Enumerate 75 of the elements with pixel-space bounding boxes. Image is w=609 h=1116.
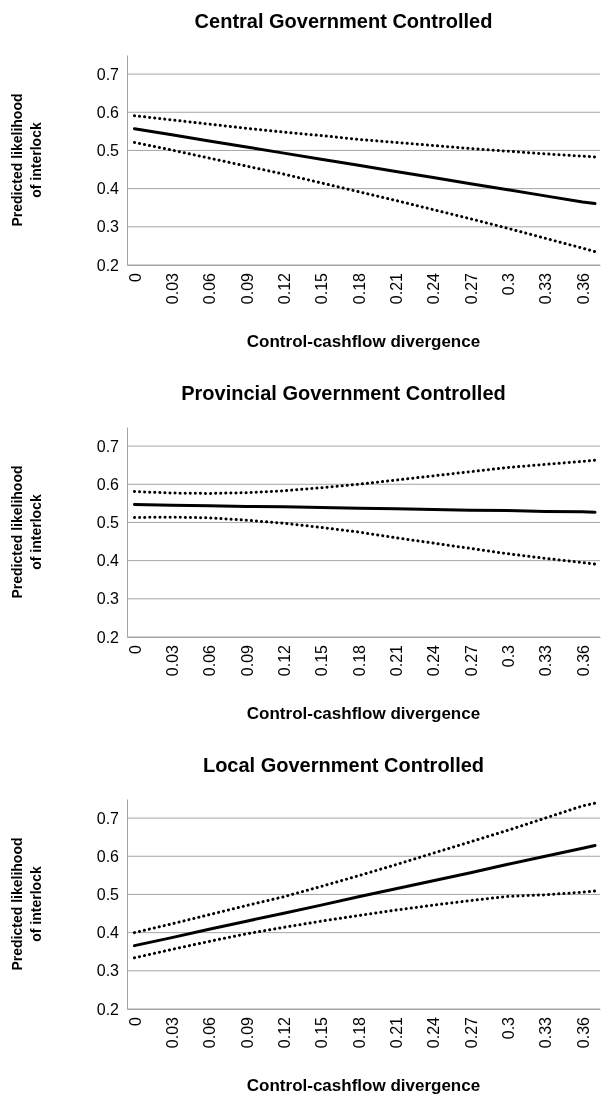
x-tick-label: 0.15 — [313, 272, 331, 305]
y-tick-label: 0.3 — [96, 590, 120, 608]
y-tick-label: 0.7 — [96, 809, 120, 827]
x-tick-label: 0.06 — [201, 1016, 219, 1049]
y-tick-label: 0.6 — [96, 475, 120, 493]
x-tick-label: 0 — [126, 272, 144, 282]
x-tick-label: 0.15 — [313, 1016, 331, 1049]
line-series — [132, 503, 597, 514]
y-tick-label: 0.6 — [96, 847, 120, 865]
y-tick-label: 0.3 — [96, 218, 120, 236]
x-tick-label: 0.12 — [275, 1016, 293, 1049]
y-tick-label: 0.2 — [96, 1000, 120, 1018]
y-axis-title: Predicted likelihood of interlock — [9, 465, 44, 599]
y-tick-label: 0.4 — [96, 924, 120, 942]
x-tick-label: 0.33 — [537, 272, 555, 305]
x-tick-label: 0.33 — [537, 1016, 555, 1049]
chart-title: Provincial Government Controlled — [181, 382, 506, 404]
line-series — [132, 140, 597, 254]
x-tick-label: 0.18 — [350, 644, 368, 677]
line-series — [132, 114, 597, 159]
x-tick-label: 0.24 — [425, 272, 443, 305]
y-tick-label: 0.7 — [96, 65, 120, 83]
line-series — [132, 515, 597, 566]
chart-title: Local Government Controlled — [202, 754, 485, 776]
x-tick-label: 0.3 — [499, 1016, 517, 1040]
x-axis-title: Control-cashflow divergence — [246, 1076, 481, 1095]
y-tick-label: 0.6 — [96, 103, 120, 121]
x-tick-label: 0.18 — [350, 272, 368, 305]
line-series — [132, 458, 597, 495]
x-tick-label: 0.33 — [537, 644, 555, 677]
y-tick-label: 0.2 — [96, 256, 120, 274]
x-tick-label: 0.21 — [387, 644, 405, 677]
x-tick-label: 0.03 — [163, 1016, 181, 1049]
x-tick-label: 0.36 — [574, 272, 592, 305]
x-tick-label: 0.27 — [462, 1016, 480, 1049]
x-tick-label: 0.03 — [163, 644, 181, 677]
x-tick-label: 0.15 — [313, 644, 331, 677]
chart-title: Central Government Controlled — [194, 10, 493, 32]
line-series — [132, 801, 597, 935]
x-tick-label: 0.12 — [275, 272, 293, 305]
x-axis-title: Control-cashflow divergence — [246, 704, 481, 723]
x-axis-title: Control-cashflow divergence — [246, 332, 481, 351]
line-series — [132, 889, 597, 960]
y-tick-label: 0.2 — [96, 628, 120, 646]
x-tick-label: 0.06 — [201, 272, 219, 305]
x-tick-label: 0.03 — [163, 272, 181, 305]
x-tick-label: 0.27 — [462, 644, 480, 677]
x-tick-label: 0 — [126, 1016, 144, 1026]
y-tick-label: 0.7 — [96, 437, 120, 455]
y-tick-label: 0.5 — [96, 142, 120, 160]
line-series — [132, 844, 597, 948]
y-tick-label: 0.5 — [96, 514, 120, 532]
x-tick-label: 0 — [126, 644, 144, 654]
x-tick-label: 0.24 — [425, 644, 443, 677]
x-tick-label: 0.09 — [238, 644, 256, 677]
x-tick-label: 0.27 — [462, 272, 480, 305]
y-axis-title: Predicted likelihood of interlock — [9, 837, 44, 971]
y-tick-label: 0.3 — [96, 962, 120, 980]
x-tick-label: 0.36 — [574, 644, 592, 677]
x-tick-label: 0.18 — [350, 1016, 368, 1049]
x-tick-label: 0.21 — [387, 272, 405, 305]
x-tick-label: 0.09 — [238, 1016, 256, 1049]
x-tick-label: 0.3 — [499, 272, 517, 296]
x-tick-label: 0.21 — [387, 1016, 405, 1049]
y-tick-label: 0.5 — [96, 886, 120, 904]
x-tick-label: 0.12 — [275, 644, 293, 677]
y-axis-title: Predicted likelihood of interlock — [9, 93, 44, 227]
x-tick-label: 0.24 — [425, 1016, 443, 1049]
x-tick-label: 0.09 — [238, 272, 256, 305]
x-tick-label: 0.06 — [201, 644, 219, 677]
line-series — [132, 127, 597, 206]
y-tick-label: 0.4 — [96, 180, 120, 198]
y-tick-label: 0.4 — [96, 552, 120, 570]
x-tick-label: 0.36 — [574, 1016, 592, 1049]
x-tick-label: 0.3 — [499, 644, 517, 668]
